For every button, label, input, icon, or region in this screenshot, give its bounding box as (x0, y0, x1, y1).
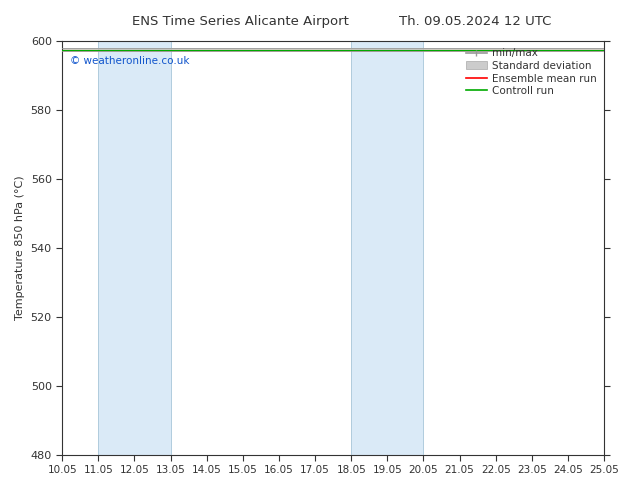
Text: ENS Time Series Alicante Airport: ENS Time Series Alicante Airport (133, 15, 349, 28)
Y-axis label: Temperature 850 hPa (°C): Temperature 850 hPa (°C) (15, 175, 25, 320)
Bar (98, 41, 171, 455)
Bar (604, 41, 615, 455)
Text: © weatheronline.co.uk: © weatheronline.co.uk (70, 55, 190, 66)
Text: Th. 09.05.2024 12 UTC: Th. 09.05.2024 12 UTC (399, 15, 552, 28)
Bar (351, 41, 424, 455)
Legend: min/max, Standard deviation, Ensemble mean run, Controll run: min/max, Standard deviation, Ensemble me… (464, 46, 599, 98)
